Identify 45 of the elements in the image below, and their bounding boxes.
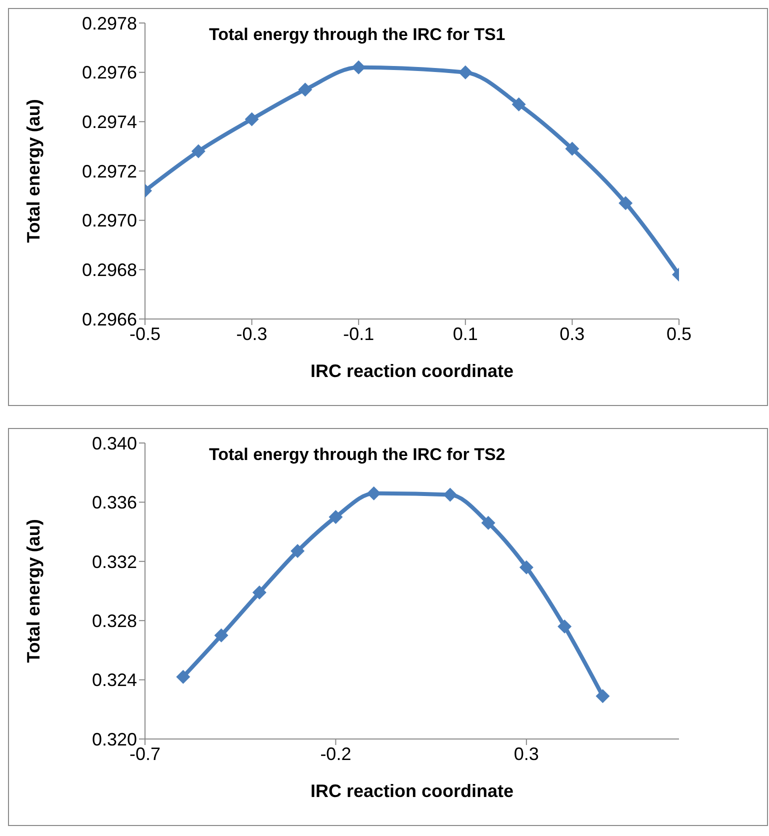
point [328, 510, 343, 524]
x-tick-label: -0.1 [343, 324, 374, 344]
chart-title: Total energy through the IRC for TS1 [209, 25, 506, 45]
y-tick-label: 0.340 [92, 433, 137, 454]
y-tick-label: 0.2970 [82, 210, 137, 231]
x-tick-label: 0.5 [666, 324, 692, 344]
point [458, 65, 472, 80]
point [214, 628, 228, 642]
y-tick-label: 0.320 [92, 729, 137, 750]
point [596, 689, 610, 704]
point [512, 97, 526, 112]
x-axis-title: IRC reaction coordinate [310, 781, 514, 801]
x-tick-label: 0.3 [514, 744, 539, 764]
point [519, 560, 534, 574]
point [558, 620, 572, 634]
x-axis-title: IRC reaction coordinate [310, 361, 514, 381]
y-tick-label: 0.328 [92, 610, 137, 631]
point [290, 544, 305, 558]
y-tick-label: 0.2968 [82, 260, 137, 280]
point [252, 585, 266, 600]
x-tick-label: -0.3 [236, 324, 268, 344]
y-axis-title: Total energy (au) [23, 519, 44, 663]
y-tick-label: 0.2974 [82, 112, 137, 132]
y-tick-label: 0.2972 [82, 161, 137, 182]
y-tick-label: 0.332 [92, 552, 137, 572]
x-tick-label: -0.2 [320, 744, 352, 764]
point [352, 60, 366, 74]
x-tick-label: 0.1 [452, 324, 478, 344]
chart-title: Total energy through the IRC for TS2 [209, 445, 506, 465]
x-tick-label: 0.3 [560, 324, 585, 344]
point [618, 196, 633, 210]
y-tick-label: 0.2966 [82, 309, 137, 330]
point [244, 112, 259, 126]
point [565, 142, 580, 156]
y-tick-label: 0.324 [92, 670, 137, 690]
point [443, 488, 458, 502]
point [481, 516, 496, 530]
y-tick-label: 0.336 [92, 492, 137, 513]
point [191, 144, 206, 158]
y-tick-label: 0.2978 [82, 13, 137, 34]
point [176, 670, 190, 684]
point [366, 486, 381, 500]
y-tick-label: 0.2976 [82, 62, 137, 83]
point [298, 82, 312, 97]
y-axis-title: Total energy (au) [23, 99, 44, 243]
